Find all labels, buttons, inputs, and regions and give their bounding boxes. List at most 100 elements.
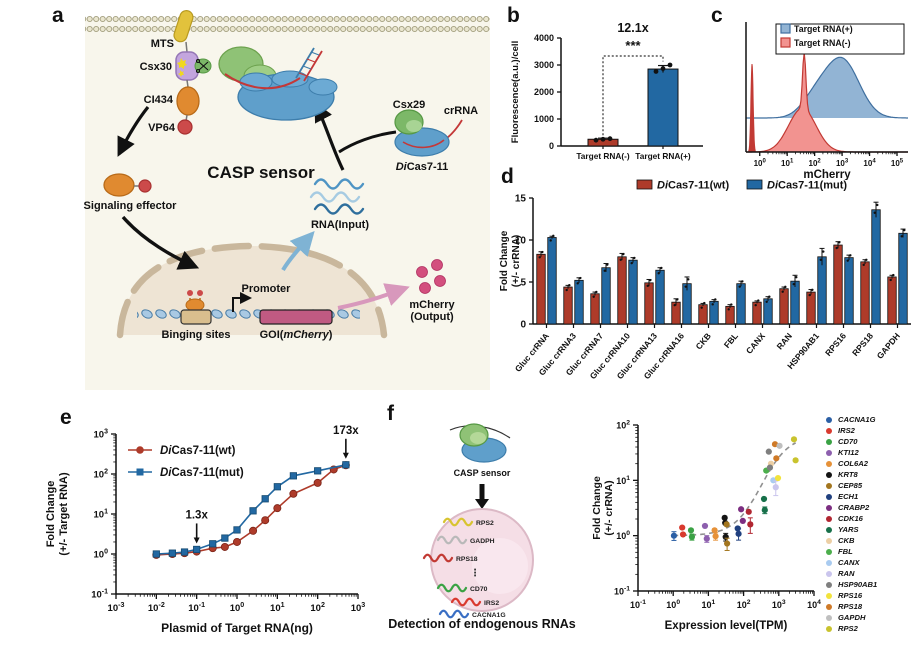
ci434-protein xyxy=(176,86,200,116)
legend: Target RNA(+) Target RNA(-) xyxy=(775,23,905,55)
rna-label-CD70: CD70 xyxy=(470,586,488,593)
mcherry-output-label: mCherry (Output) xyxy=(409,299,455,323)
svg-text:DiCas7-11(wt): DiCas7-11(wt) xyxy=(160,445,236,457)
legend-item-CDK16: CDK16 xyxy=(826,513,918,524)
svg-text:100: 100 xyxy=(94,549,109,561)
svg-text:Fold Change: Fold Change xyxy=(499,230,510,291)
x-axis-label: Expression level(TPM) xyxy=(665,620,788,632)
svg-text:100: 100 xyxy=(230,601,245,614)
svg-text:100: 100 xyxy=(666,599,680,610)
legend-dot xyxy=(826,537,832,544)
legend-item-CEP85: CEP85 xyxy=(826,480,918,491)
point-CRABP2 xyxy=(738,506,745,513)
point-GAPDH xyxy=(776,442,783,449)
promoter-label: Promoter xyxy=(242,283,292,295)
ci434-label: CI434 xyxy=(144,94,174,106)
svg-text:104: 104 xyxy=(863,159,876,168)
legend-dot xyxy=(826,548,832,555)
svg-text:(+/- crRNA): (+/- crRNA) xyxy=(603,480,615,535)
panel-letter-e: e xyxy=(60,406,72,429)
legend-item-RPS18: RPS18 xyxy=(826,601,918,612)
legend-dot xyxy=(826,625,832,632)
svg-text:Fold Change: Fold Change xyxy=(591,476,603,540)
signaling-effector xyxy=(103,173,152,197)
point-CRABP2 xyxy=(739,517,746,524)
sensor-complex xyxy=(173,10,338,135)
point-COL6A2 xyxy=(712,533,719,540)
dicas-label: DiCas7-11 xyxy=(396,161,449,173)
point-YARS xyxy=(760,495,768,503)
svg-text:100: 100 xyxy=(616,530,630,541)
svg-text:102: 102 xyxy=(737,599,751,610)
svg-text:0: 0 xyxy=(520,320,526,331)
svg-text:RAN: RAN xyxy=(775,331,795,352)
point-RPS18 xyxy=(773,455,780,462)
x-axis-label: Plasmid of Target RNA(ng) xyxy=(161,621,313,635)
casp-sensor-title: CASP sensor xyxy=(207,163,315,182)
panel-letter-d: d xyxy=(501,165,514,188)
mcherry-dots xyxy=(416,259,446,294)
svg-text:102: 102 xyxy=(94,469,109,481)
legend-item-KRT8: KRT8 xyxy=(826,469,918,480)
legend-dot xyxy=(826,427,832,434)
panel-f-caption: Detection of endogenous RNAs xyxy=(388,617,576,631)
point-CDK16 xyxy=(747,521,754,528)
svg-text:101: 101 xyxy=(94,509,109,521)
legend-item-FBL: FBL xyxy=(826,546,918,557)
transcription-arrow xyxy=(281,231,315,272)
panel-letter-c: c xyxy=(711,4,723,27)
point-HSP90AB1 xyxy=(765,448,772,455)
casp-sensor-icon xyxy=(449,423,511,463)
point-KRT8 xyxy=(722,533,729,540)
point-HSP90AB1 xyxy=(766,464,774,471)
legend-dot xyxy=(826,515,832,522)
rna-label-RPS18: RPS18 xyxy=(456,556,478,563)
point-IRS2 xyxy=(679,524,686,531)
point-CACNA1G xyxy=(670,532,678,539)
legend: DiCas7-11(wt) DiCas7-11(mut) xyxy=(636,180,847,192)
legend-dot xyxy=(826,438,832,445)
legend-item-RAN: RAN xyxy=(826,568,918,579)
svg-text:DiCas7-11(mut): DiCas7-11(mut) xyxy=(160,467,244,479)
rna-label-RPS2: RPS2 xyxy=(476,520,494,527)
legend-gene-name: RPS18 xyxy=(838,602,863,611)
svg-text:DiCas7-11(mut): DiCas7-11(mut) xyxy=(767,180,847,192)
legend-gene-name: RAN xyxy=(838,569,855,578)
panel-f-scatter-plot: 10-1 100 101 102 103 104 10-1 100 101 102 Expressi… xyxy=(591,420,821,633)
svg-text:0: 0 xyxy=(549,141,554,151)
svg-text:104: 104 xyxy=(807,599,821,610)
legend-dot xyxy=(826,581,832,588)
legend-item-HSP90AB1: HSP90AB1 xyxy=(826,579,918,590)
svg-text:103: 103 xyxy=(94,429,109,441)
legend-gene-name: FBL xyxy=(838,547,853,556)
legend-dot xyxy=(826,504,832,511)
svg-text:Fluorescence(a.u.)/cell: Fluorescence(a.u.)/cell xyxy=(510,41,521,143)
svg-text:(+/- crRNA): (+/- crRNA) xyxy=(511,235,522,288)
point-RPS16 xyxy=(774,474,782,482)
fold-annotation: 12.1x xyxy=(617,21,648,35)
binding-sites xyxy=(180,290,212,325)
svg-text:15: 15 xyxy=(515,194,527,205)
legend-dot xyxy=(826,592,832,599)
rna-wave-IRS2 xyxy=(450,597,482,607)
legend-dot xyxy=(826,526,832,533)
legend-dot xyxy=(826,416,832,423)
promoter-arrow xyxy=(232,292,252,312)
legend-gene-name: CACNA1G xyxy=(838,415,876,424)
panel-letter-f: f xyxy=(387,402,394,425)
svg-text:102: 102 xyxy=(809,159,822,168)
svg-text:102: 102 xyxy=(616,420,630,431)
left-spike xyxy=(748,63,756,153)
svg-text:Fold Change: Fold Change xyxy=(45,481,57,548)
goi-box xyxy=(259,309,333,325)
point-CEP85 xyxy=(723,521,730,528)
signaling-effector-label: Signaling effector xyxy=(84,200,178,212)
legend-dot xyxy=(826,559,832,566)
point-COL6A2 xyxy=(711,527,718,534)
legend-dot xyxy=(826,482,832,489)
svg-text:105: 105 xyxy=(891,159,904,168)
point-KRT8 xyxy=(721,514,728,521)
legend-item-CANX: CANX xyxy=(826,557,918,568)
